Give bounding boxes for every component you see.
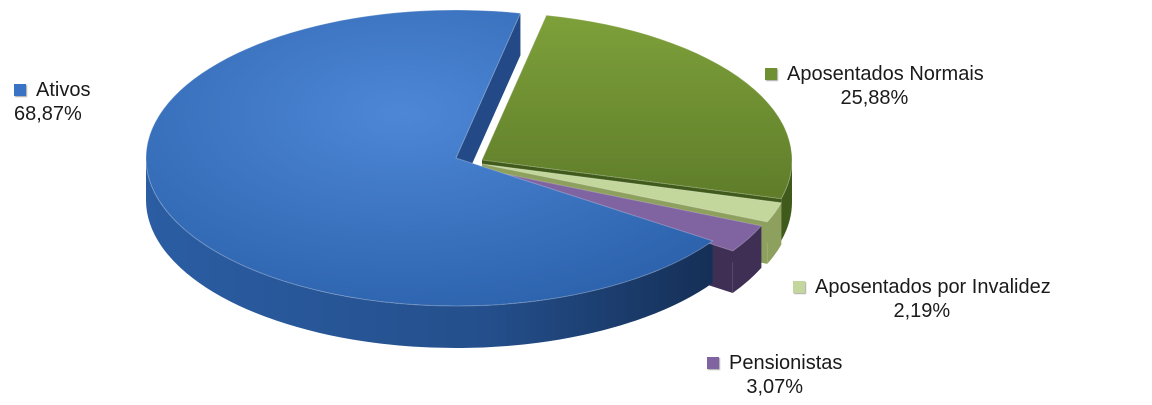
legend-swatch-pensionistas xyxy=(707,357,719,369)
slice-side-aposentados-invalidez xyxy=(767,202,782,264)
legend-label-pensionistas: Pensionistas xyxy=(729,352,843,374)
legend-pensionistas: Pensionistas 3,07% xyxy=(707,351,842,399)
legend-swatch-ativos xyxy=(14,84,26,96)
legend-value-aposentados-normais: 25,88% xyxy=(840,87,909,109)
slice-ativos xyxy=(145,9,714,307)
slice-side-aposentados-normais xyxy=(781,160,792,241)
slice-side-pensionistas xyxy=(732,225,762,293)
slice-cut-ativos-1 xyxy=(456,13,521,200)
legend-aposentados-invalidez: Aposentados por Invalidez 2,19% xyxy=(793,275,1051,323)
legend-value-aposentados-invalidez: 2,19% xyxy=(893,300,951,322)
legend-label-aposentados-invalidez: Aposentados por Invalidez xyxy=(815,276,1051,298)
legend-swatch-aposentados-normais xyxy=(765,68,777,80)
legend-label-ativos: Ativos xyxy=(36,79,91,101)
legend-value-pensionistas: 3,07% xyxy=(746,376,804,398)
slice-aposentados-normais xyxy=(481,14,793,200)
slice-side-ativos xyxy=(146,158,713,348)
legend-value-ativos: 68,87% xyxy=(14,103,82,125)
legend-swatch-aposentados-invalidez xyxy=(793,281,805,293)
legend-aposentados-normais: Aposentados Normais 25,88% xyxy=(765,62,984,110)
pie-tops xyxy=(145,9,793,307)
legend-ativos: Ativos 68,87% xyxy=(14,78,90,126)
slice-aposentados-invalidez xyxy=(481,163,783,223)
legend-label-aposentados-normais: Aposentados Normais xyxy=(787,63,984,85)
